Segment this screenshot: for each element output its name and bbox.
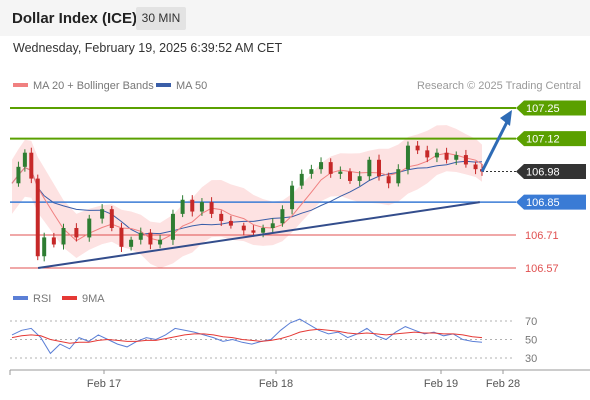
- forecast-arrow-head: [500, 110, 512, 126]
- candle-body-1: [16, 166, 21, 184]
- candle-body-9: [87, 218, 92, 238]
- rsi-tick-label-1: 50: [525, 335, 537, 347]
- candle-body-40: [396, 169, 401, 184]
- candle-body-44: [434, 152, 439, 158]
- candle-body-46: [454, 155, 459, 160]
- ma50-swatch: [156, 83, 171, 88]
- instrument-title: Dollar Index (ICE): [12, 10, 138, 27]
- x-tick-label-1: Feb 18: [259, 378, 293, 390]
- candle-body-26: [261, 228, 266, 233]
- candle-body-7: [61, 228, 66, 245]
- candle-body-22: [219, 213, 224, 221]
- candle-body-29: [290, 185, 295, 210]
- level-label-0: 107.25: [526, 103, 560, 115]
- candle-body-33: [328, 162, 333, 174]
- candle-body-19: [190, 199, 195, 212]
- timeframe-badge[interactable]: 30 MIN: [136, 7, 186, 30]
- rsi-tick-label-0: 70: [525, 316, 537, 328]
- forecast-arrow-shaft: [480, 119, 510, 173]
- level-tag-2: [516, 164, 586, 180]
- candle-body-17: [170, 213, 175, 240]
- chart-header: Dollar Index (ICE) 30 MIN: [0, 0, 590, 36]
- candle-body-34: [338, 171, 343, 174]
- bollinger-band: [12, 125, 482, 269]
- candle-body-13: [129, 239, 134, 247]
- level-tag-0: [516, 100, 586, 116]
- candle-body-23: [228, 220, 233, 226]
- candle-body-20: [199, 202, 204, 212]
- candle-body-42: [415, 145, 420, 151]
- candle-body-21: [209, 202, 214, 214]
- copyright-text: Research © 2025 Trading Central: [416, 80, 581, 92]
- candle-body-48: [473, 164, 478, 170]
- support-trendline: [37, 201, 480, 269]
- legend-ma50-label: MA 50: [176, 80, 208, 92]
- rsi-ma-swatch: [62, 296, 77, 301]
- legend-ma20-label: MA 20 + Bollinger Bands: [33, 80, 154, 92]
- candle-body-30: [299, 173, 304, 186]
- legend-rsi-ma: 9MA: [62, 293, 105, 305]
- candle-body-4: [35, 178, 40, 257]
- candle-body-31: [309, 169, 314, 174]
- candle-body-18: [180, 199, 185, 214]
- rsi-series-0: [11, 318, 483, 355]
- candle-body-8: [74, 228, 79, 238]
- candle-body-6: [51, 237, 56, 245]
- candle-body-5: [42, 237, 47, 257]
- legend-ma20: MA 20 + Bollinger Bands: [13, 80, 154, 92]
- legend-rsi-ma-label: 9MA: [82, 293, 105, 305]
- candle-body-37: [367, 159, 372, 177]
- candle-body-45: [444, 152, 449, 160]
- level-label-1: 107.12: [526, 134, 560, 146]
- candle-body-15: [148, 232, 153, 245]
- level-tag-3: [516, 194, 586, 210]
- candle-body-3: [29, 152, 34, 179]
- candle-body-41: [405, 145, 410, 170]
- level-label-2: 106.98: [526, 167, 560, 179]
- level-label-4: 106.71: [525, 230, 559, 242]
- level-tag-1: [516, 131, 586, 147]
- candle-body-36: [357, 176, 362, 181]
- rsi-series-1: [11, 328, 483, 344]
- candle-body-38: [376, 159, 381, 177]
- candle-body-43: [425, 150, 430, 158]
- level-label-5: 106.57: [525, 263, 559, 275]
- x-tick-label-2: Feb 19: [424, 378, 458, 390]
- x-tick-label-3: Feb 28: [486, 378, 520, 390]
- rsi-swatch: [13, 296, 28, 301]
- level-label-3: 106.85: [526, 197, 560, 209]
- candle-body-12: [119, 228, 124, 247]
- candle-body-2: [22, 152, 27, 167]
- legend-rsi: RSI: [13, 293, 51, 305]
- chart-datetime: Wednesday, February 19, 2025 6:39:52 AM …: [13, 41, 283, 55]
- candle-body-10: [100, 209, 105, 219]
- ma20-swatch: [13, 83, 28, 88]
- candle-body-14: [138, 232, 143, 240]
- candle-body-11: [109, 209, 114, 228]
- x-tick-label-0: Feb 17: [87, 378, 121, 390]
- candle-body-47: [463, 155, 468, 165]
- candle-body-35: [348, 171, 353, 181]
- candle-body-28: [280, 209, 285, 224]
- legend-ma50: MA 50: [156, 80, 207, 92]
- candle-body-25: [251, 230, 256, 233]
- candle-body-24: [241, 225, 246, 231]
- candle-body-16: [158, 239, 163, 245]
- candle-body-39: [386, 176, 391, 184]
- candle-body-32: [319, 162, 324, 170]
- candle-body-27: [270, 223, 275, 228]
- legend-rsi-label: RSI: [33, 293, 52, 305]
- rsi-tick-label-2: 30: [525, 353, 537, 365]
